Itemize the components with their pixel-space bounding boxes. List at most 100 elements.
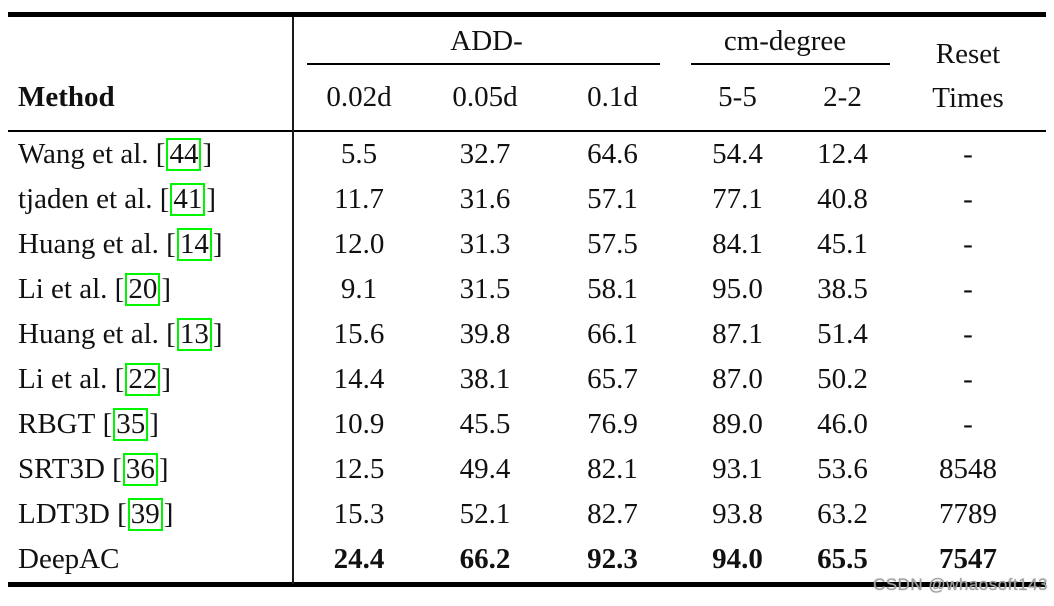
value-cell: 9.1	[340, 273, 378, 305]
value-cell: 12.0	[333, 228, 385, 260]
value-cell: 45.1	[817, 228, 868, 260]
group-header-add: ADD-	[293, 17, 680, 65]
reset-cell: 7547	[939, 543, 997, 575]
method-cell: tjaden et al. [41]	[8, 177, 293, 222]
value-cell: 64.6	[587, 138, 638, 170]
method-name: LDT3D	[18, 498, 110, 530]
value-cell: 76.9	[587, 408, 638, 440]
value-cell: 31.6	[459, 183, 511, 215]
reset-cell: -	[963, 138, 973, 170]
reset-header-line2: Times	[932, 81, 1004, 114]
value-cell: 65.7	[587, 363, 638, 395]
reset-cell: -	[963, 408, 973, 440]
citation: [13]	[166, 318, 223, 351]
citation: [44]	[155, 138, 213, 171]
method-name: Huang et al.	[18, 318, 159, 350]
citation: [22]	[114, 363, 171, 396]
method-cell: Huang et al. [14]	[8, 222, 293, 267]
value-cell: 95.0	[712, 273, 763, 305]
method-cell: DeepAC []	[8, 537, 293, 582]
reset-cell: -	[963, 273, 973, 305]
value-cell: 53.6	[817, 453, 868, 485]
value-cell: 57.5	[587, 228, 638, 260]
value-cell: 14.4	[333, 363, 385, 395]
method-cell: Li et al. [22]	[8, 357, 293, 402]
cm-group-underline	[691, 63, 890, 65]
method-name: Li et al.	[18, 363, 108, 395]
citation-link-box[interactable]: 13	[176, 318, 212, 351]
method-name: RBGT	[18, 408, 96, 440]
value-cell: 40.8	[817, 183, 868, 215]
col-header-002d: 0.02d	[326, 81, 392, 113]
citation-link-box[interactable]: 14	[176, 228, 212, 261]
value-cell: 93.1	[712, 453, 763, 485]
reset-cell: -	[963, 183, 973, 215]
method-name: DeepAC	[18, 543, 120, 575]
value-cell: 82.7	[587, 498, 638, 530]
value-cell: 57.1	[587, 183, 638, 215]
value-cell: 12.4	[817, 138, 868, 170]
table-header: Method ADD- cm-degree Reset Times 0.02d …	[8, 17, 1046, 132]
value-cell: 45.5	[459, 408, 511, 440]
citation-link-box[interactable]: 39	[127, 498, 163, 531]
value-cell: 10.9	[333, 408, 385, 440]
citation-link-box[interactable]: 22	[125, 363, 161, 396]
citation: [20]	[114, 273, 171, 306]
method-column-header: Method	[18, 81, 115, 113]
results-table: Method ADD- cm-degree Reset Times 0.02d …	[8, 12, 1046, 587]
citation: [36]	[112, 453, 169, 486]
value-cell: 66.2	[459, 543, 511, 575]
citation-link-box[interactable]: 44	[166, 138, 202, 171]
table-body: Wang et al. [44] 5.5 32.7 64.6 54.4 12.4…	[8, 132, 1046, 582]
value-cell: 92.3	[587, 543, 638, 575]
group-header-add-label: ADD-	[450, 24, 523, 57]
value-cell: 46.0	[817, 408, 868, 440]
value-cell: 49.4	[459, 453, 511, 485]
value-cell: 65.5	[817, 543, 868, 575]
value-cell: 77.1	[712, 183, 763, 215]
value-cell: 87.1	[712, 318, 763, 350]
value-cell: 5.5	[340, 138, 378, 170]
value-cell: 31.3	[459, 228, 511, 260]
value-cell: 51.4	[817, 318, 868, 350]
col-header-01d: 0.1d	[587, 81, 638, 113]
value-cell: 63.2	[817, 498, 868, 530]
value-cell: 50.2	[817, 363, 868, 395]
value-cell: 11.7	[334, 183, 384, 215]
method-name: tjaden et al.	[18, 183, 153, 215]
method-cell: Wang et al. [44]	[8, 132, 293, 177]
value-cell: 24.4	[333, 543, 385, 575]
value-cell: 94.0	[712, 543, 763, 575]
value-cell: 38.5	[817, 273, 868, 305]
citation-link-box[interactable]: 35	[113, 408, 149, 441]
citation-link-box[interactable]: 20	[125, 273, 161, 306]
value-cell: 54.4	[712, 138, 763, 170]
reset-cell: 7789	[939, 498, 997, 530]
value-cell: 84.1	[712, 228, 763, 260]
citation: [35]	[102, 408, 159, 441]
value-cell: 66.1	[587, 318, 638, 350]
method-name: SRT3D	[18, 453, 105, 485]
col-header-5-5: 5-5	[718, 81, 757, 113]
reset-cell: -	[963, 363, 973, 395]
reset-header-line1: Reset	[935, 37, 1001, 70]
method-name: Wang et al.	[18, 138, 149, 170]
value-cell: 93.8	[712, 498, 763, 530]
value-cell: 12.5	[333, 453, 385, 485]
value-cell: 15.6	[333, 318, 385, 350]
method-cell: LDT3D [39]	[8, 492, 293, 537]
method-name: Huang et al.	[18, 228, 159, 260]
add-group-underline	[307, 63, 660, 65]
value-cell: 31.5	[459, 273, 511, 305]
citation-link-box[interactable]: 41	[170, 183, 206, 216]
value-cell: 52.1	[459, 498, 511, 530]
reset-cell: 8548	[939, 453, 997, 485]
citation-link-box[interactable]: 36	[122, 453, 158, 486]
method-cell: Li et al. [20]	[8, 267, 293, 312]
value-cell: 89.0	[712, 408, 763, 440]
method-cell: Huang et al. [13]	[8, 312, 293, 357]
citation: [14]	[166, 228, 223, 261]
value-cell: 82.1	[587, 453, 638, 485]
group-header-cm-label: cm-degree	[723, 24, 847, 57]
